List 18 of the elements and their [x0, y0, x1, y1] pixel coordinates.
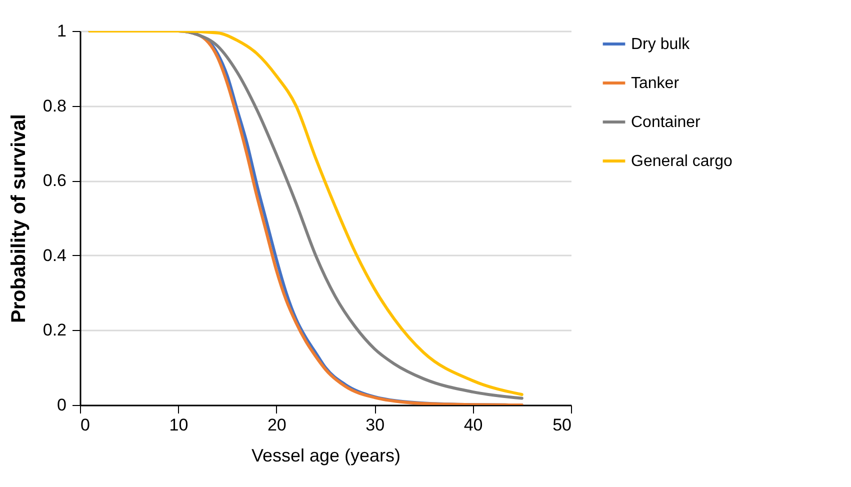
- legend-label: Tanker: [631, 75, 680, 92]
- x-tick-label: 30: [366, 416, 385, 434]
- y-tick-label: 0.4: [42, 246, 66, 265]
- legend-label: General cargo: [631, 153, 732, 170]
- y-tick-label: 0: [57, 396, 66, 414]
- x-tick-label: 20: [267, 416, 286, 434]
- y-tick-label: 1: [57, 22, 66, 40]
- y-axis-title: Probability of survival: [8, 114, 30, 323]
- x-axis-title: Vessel age (years): [251, 446, 401, 466]
- legend-label: Dry bulk: [631, 36, 691, 53]
- legend-label: Container: [631, 114, 702, 131]
- x-tick-label: 10: [169, 416, 188, 434]
- x-tick-label: 50: [552, 416, 572, 434]
- x-tick-label: 40: [464, 416, 483, 434]
- y-tick-label: 0.8: [42, 96, 66, 116]
- y-tick-label: 0.6: [42, 171, 66, 190]
- x-tick-label: 0: [80, 416, 90, 434]
- y-tick-label: 0.2: [42, 320, 66, 340]
